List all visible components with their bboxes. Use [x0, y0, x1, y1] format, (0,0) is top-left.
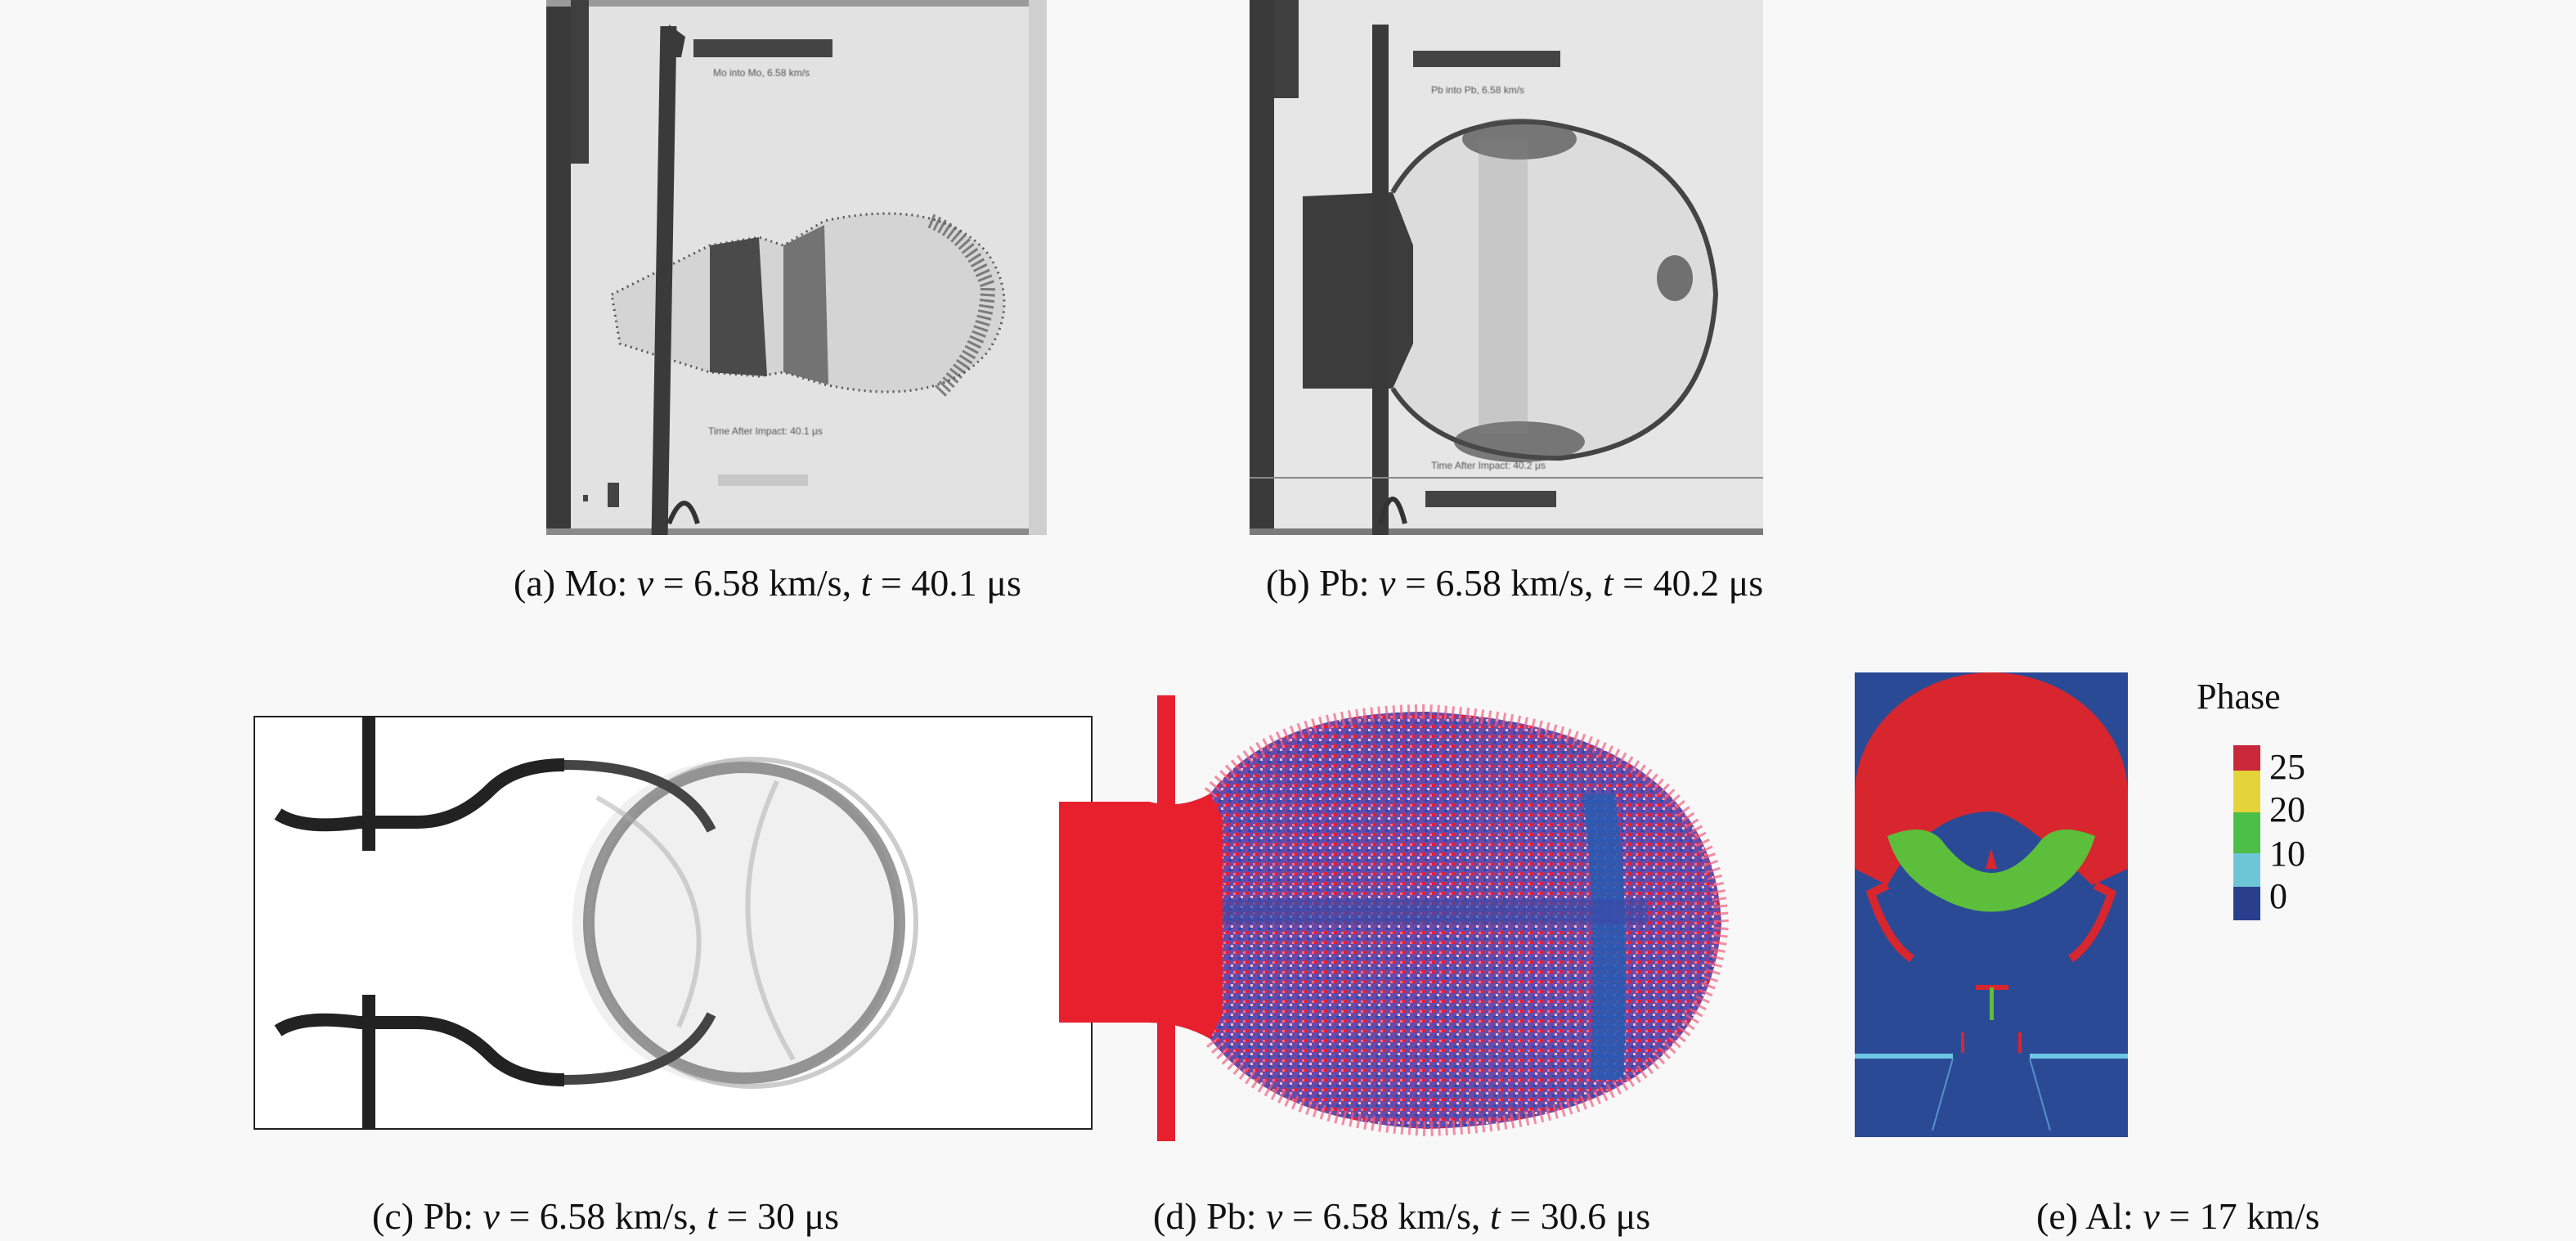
- caption-d-v-symbol: v: [1266, 1195, 1283, 1237]
- caption-b-material: Pb:: [1319, 562, 1370, 604]
- panel-e-phase-map: [1855, 672, 2128, 1137]
- caption-c: (c) Pb: v = 6.58 km/s, t = 30 μs: [372, 1198, 839, 1235]
- caption-c-time: = 30 μs: [717, 1195, 840, 1237]
- colorbar: [2233, 745, 2260, 921]
- panel-b-photo-time: Time After Impact: 40.2 μs: [1431, 460, 1546, 471]
- caption-e-material: Al:: [2085, 1195, 2134, 1237]
- panel-b-photo-label: Pb into Pb, 6.58 km/s: [1431, 84, 1525, 96]
- colorbar-tick-25: 25: [2269, 747, 2305, 787]
- panel-d-simulation: [1059, 695, 1730, 1141]
- caption-d-time: = 30.6 μs: [1500, 1195, 1651, 1237]
- caption-d-material: Pb:: [1206, 1195, 1257, 1237]
- caption-c-t-symbol: t: [707, 1195, 718, 1237]
- caption-d: (d) Pb: v = 6.58 km/s, t = 30.6 μs: [1153, 1198, 1650, 1235]
- caption-a-velocity: = 6.58 km/s,: [653, 562, 861, 604]
- caption-a-time: = 40.1 μs: [871, 562, 1021, 604]
- colorbar-tick-20: 20: [2269, 789, 2305, 830]
- colorbar-title: Phase: [2197, 677, 2281, 717]
- panel-b-photo: [1250, 0, 1763, 535]
- colorbar-segment-cyan: [2233, 853, 2260, 888]
- caption-c-material: Pb:: [423, 1195, 473, 1237]
- caption-a-material: Mo:: [564, 562, 628, 604]
- caption-d-velocity: = 6.58 km/s,: [1282, 1195, 1490, 1237]
- caption-a-v-symbol: v: [636, 562, 654, 604]
- colorbar-segment-red: [2233, 745, 2260, 771]
- panel-a-photo: [546, 0, 1047, 535]
- caption-d-t-symbol: t: [1489, 1195, 1501, 1237]
- caption-e-v-symbol: v: [2143, 1195, 2160, 1237]
- panel-a-photo-time: Time After Impact: 40.1 μs: [708, 425, 823, 437]
- panel-a-photo-label: Mo into Mo, 6.58 km/s: [713, 67, 810, 79]
- caption-e-velocity: = 17 km/s: [2159, 1195, 2320, 1237]
- caption-a: (a) Mo: v = 6.58 km/s, t = 40.1 μs: [514, 564, 1021, 602]
- colorbar-segment-yellow: [2233, 770, 2260, 812]
- caption-a-t-symbol: t: [860, 562, 872, 604]
- colorbar-segment-green: [2233, 812, 2260, 854]
- colorbar-tick-0: 0: [2269, 876, 2287, 916]
- caption-b-time: = 40.2 μs: [1613, 562, 1764, 604]
- caption-d-label: (d): [1153, 1195, 1197, 1237]
- caption-b: (b) Pb: v = 6.58 km/s, t = 40.2 μs: [1266, 564, 1763, 602]
- caption-e: (e) Al: v = 17 km/s: [2036, 1198, 2320, 1235]
- caption-a-label: (a): [514, 562, 556, 604]
- panel-c-simulation: [254, 716, 1093, 1130]
- caption-e-label: (e): [2036, 1195, 2079, 1237]
- caption-c-velocity: = 6.58 km/s,: [499, 1195, 707, 1237]
- caption-b-t-symbol: t: [1602, 562, 1613, 604]
- caption-b-velocity: = 6.58 km/s,: [1395, 562, 1603, 604]
- caption-b-label: (b): [1266, 562, 1310, 604]
- colorbar-segment-blue: [2233, 887, 2260, 921]
- caption-b-v-symbol: v: [1379, 562, 1396, 604]
- caption-c-label: (c): [372, 1195, 415, 1237]
- caption-c-v-symbol: v: [482, 1195, 500, 1237]
- colorbar-tick-10: 10: [2269, 834, 2305, 874]
